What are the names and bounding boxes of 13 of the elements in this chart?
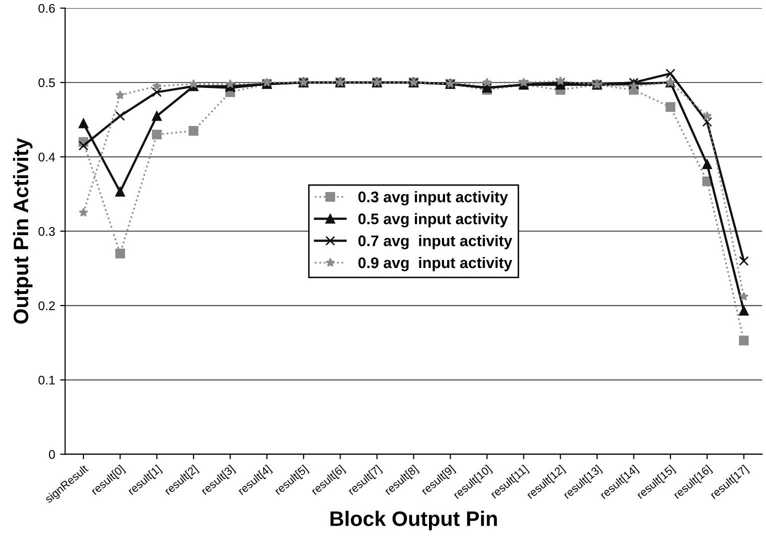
y-tick-label: 0.2: [38, 301, 55, 310]
y-tick-label: 0.1: [38, 376, 55, 385]
legend-label: 0.3 avg input activity: [358, 191, 508, 206]
y-tick-label: 0.6: [38, 4, 55, 13]
x-axis-title: Block Output Pin: [330, 510, 497, 530]
y-tick-label: 0.4: [38, 152, 56, 162]
legend-label: 0.5 avg input activity: [358, 213, 508, 228]
y-axis-title: Output Pin Activity: [13, 138, 32, 324]
legend-label: 0.9 avg input activity: [358, 256, 512, 272]
legend-label: 0.7 avg input activity: [358, 235, 512, 250]
y-tick-label: 0.5: [38, 78, 55, 88]
y-tick-label: 0.3: [38, 227, 55, 236]
y-tick-label: 0: [48, 450, 55, 459]
